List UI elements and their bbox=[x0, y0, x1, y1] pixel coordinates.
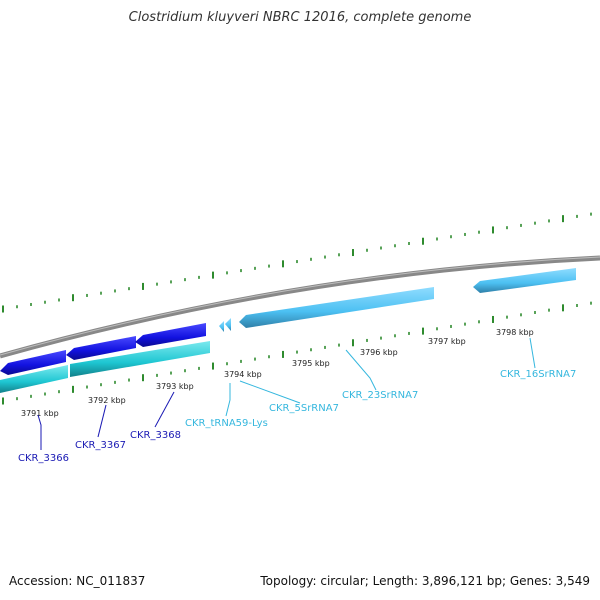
gene-label-trna59-lys[interactable]: CKR_tRNA59-Lys bbox=[185, 418, 268, 429]
kbp-label-3792: 3792 kbp bbox=[88, 396, 126, 405]
cds-features bbox=[0, 323, 210, 393]
feature-secondary-2 bbox=[70, 341, 210, 377]
map-title: Clostridium kluyveri NBRC 12016, complet… bbox=[128, 10, 472, 25]
kbp-label-3791: 3791 kbp bbox=[21, 409, 59, 418]
kbp-labels: 3791 kbp 3792 kbp 3793 kbp 3794 kbp 3795… bbox=[21, 328, 534, 418]
feature-16srrna7[interactable] bbox=[473, 268, 576, 293]
outer-tick-ring bbox=[2, 212, 592, 313]
inner-tick-ring bbox=[2, 301, 592, 405]
leader-5srrna7 bbox=[239, 380, 301, 404]
feature-23srrna7[interactable] bbox=[239, 287, 434, 328]
rna-features bbox=[219, 268, 576, 332]
leader-16srrna7 bbox=[529, 337, 536, 369]
gene-label-23srrna7[interactable]: CKR_23SrRNA7 bbox=[342, 390, 418, 401]
leader-ckr-3366 bbox=[37, 414, 42, 450]
gene-labels: CKR_3366 CKR_3367 CKR_3368 CKR_tRNA59-Ly… bbox=[18, 369, 576, 464]
leader-ckr-3368 bbox=[154, 391, 175, 428]
leader-23srrna7 bbox=[345, 349, 377, 391]
feature-secondary-1 bbox=[0, 365, 68, 393]
topology-text: Topology: circular; Length: 3,896,121 bp… bbox=[260, 574, 590, 588]
kbp-label-3794: 3794 kbp bbox=[224, 370, 262, 379]
kbp-label-3793: 3793 kbp bbox=[156, 382, 194, 391]
accession-text: Accession: NC_011837 bbox=[9, 574, 146, 588]
genome-backbone-highlight bbox=[0, 256, 600, 356]
leader-ckr-3367 bbox=[97, 404, 107, 438]
feature-trna59-lys[interactable] bbox=[225, 318, 231, 331]
gene-label-5srrna7[interactable]: CKR_5SrRNA7 bbox=[269, 403, 339, 414]
genome-backbone bbox=[0, 255, 600, 359]
gene-label-ckr-3366[interactable]: CKR_3366 bbox=[18, 453, 69, 464]
feature-ckr-3367[interactable] bbox=[66, 336, 136, 360]
kbp-label-3795: 3795 kbp bbox=[292, 359, 330, 368]
kbp-label-3797: 3797 kbp bbox=[428, 337, 466, 346]
gene-label-ckr-3367[interactable]: CKR_3367 bbox=[75, 440, 126, 451]
feature-trna-small bbox=[219, 321, 224, 332]
feature-ckr-3368[interactable] bbox=[135, 323, 206, 347]
kbp-label-3798: 3798 kbp bbox=[496, 328, 534, 337]
gene-leader-lines bbox=[37, 337, 536, 450]
leader-trna59-lys bbox=[225, 383, 231, 417]
gene-label-16srrna7[interactable]: CKR_16SrRNA7 bbox=[500, 369, 576, 380]
gene-label-ckr-3368[interactable]: CKR_3368 bbox=[130, 430, 181, 441]
feature-ckr-3366[interactable] bbox=[0, 350, 66, 375]
kbp-label-3796: 3796 kbp bbox=[360, 348, 398, 357]
